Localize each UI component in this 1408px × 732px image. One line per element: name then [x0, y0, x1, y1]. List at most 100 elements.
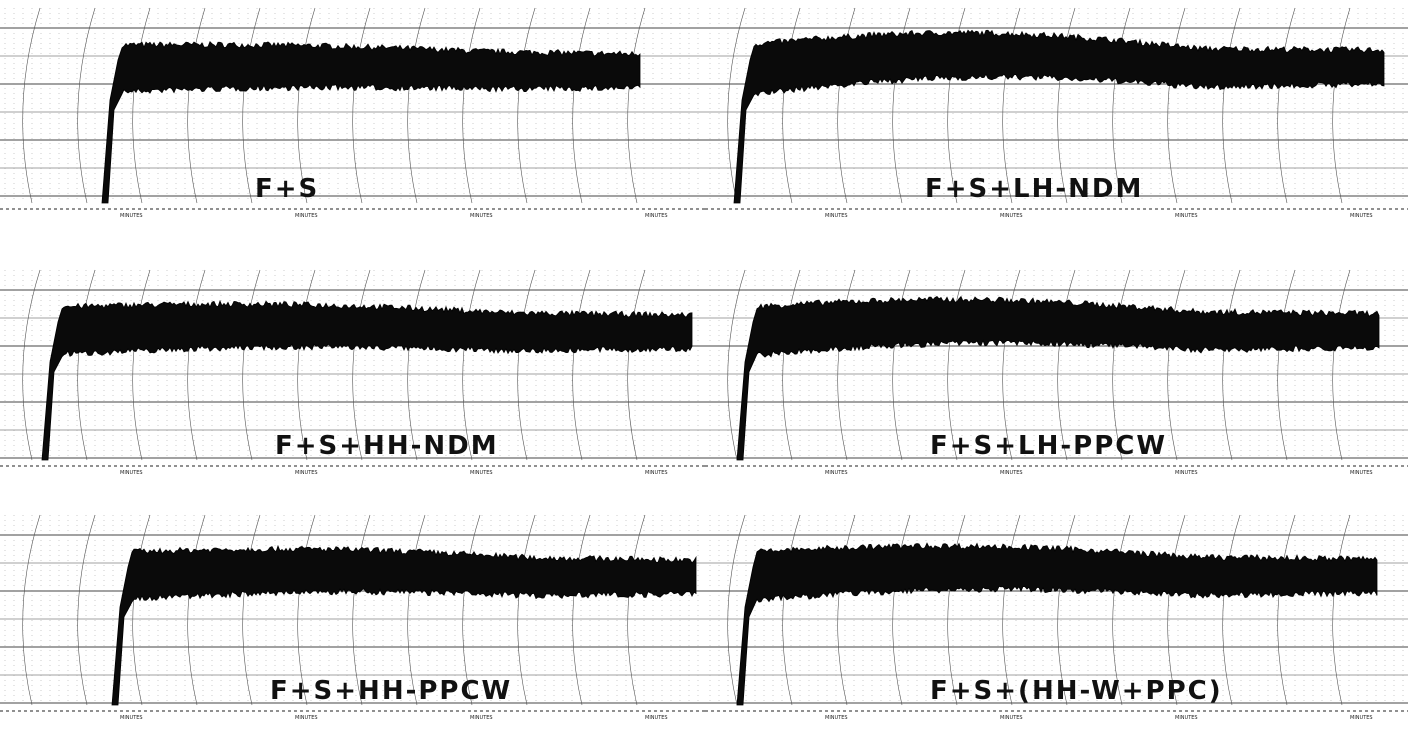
time-arc: [837, 269, 856, 461]
time-arc: [22, 269, 41, 461]
axis-label: MINUTES: [1175, 470, 1198, 476]
time-arc: [1332, 7, 1351, 204]
panel-label: F+S+HH-PPCW: [270, 676, 512, 706]
panel: F+S+LH-PPCW MINUTES MINUTES MINUTES MINUTES: [705, 269, 1408, 476]
time-arc: [132, 269, 151, 461]
time-arc: [407, 7, 426, 204]
time-arc: [352, 7, 371, 204]
axis-label: MINUTES: [120, 470, 143, 476]
time-arc: [242, 514, 261, 706]
axis-label: MINUTES: [1000, 715, 1023, 721]
panel: F+S+HH-NDM MINUTES MINUTES MINUTES MINUTES: [0, 269, 705, 476]
time-arc: [782, 269, 801, 461]
axis-label: MINUTES: [120, 213, 143, 219]
time-arc: [1332, 269, 1351, 461]
time-arc: [187, 514, 206, 706]
axis-label: MINUTES: [645, 470, 668, 476]
time-arc: [352, 514, 371, 706]
time-arc: [407, 514, 426, 706]
time-arc: [187, 269, 206, 461]
time-arc: [77, 7, 96, 204]
time-arc: [77, 269, 96, 461]
time-arc: [892, 514, 911, 706]
axis-label: MINUTES: [295, 213, 318, 219]
time-arc: [242, 7, 261, 204]
time-arc: [782, 514, 801, 706]
time-arc: [1167, 7, 1186, 204]
time-arc: [892, 269, 911, 461]
time-arc: [462, 7, 481, 204]
time-arc: [242, 269, 261, 461]
axis-label: MINUTES: [825, 715, 848, 721]
axis-label: MINUTES: [1350, 470, 1373, 476]
panel-label: F+S+LH-NDM: [925, 174, 1143, 204]
time-arc: [727, 7, 746, 204]
time-arc: [837, 514, 856, 706]
time-arc: [517, 514, 536, 706]
time-arc: [572, 269, 591, 461]
time-arc: [297, 7, 316, 204]
time-arc: [187, 7, 206, 204]
axis-label: MINUTES: [470, 213, 493, 219]
time-arc: [572, 514, 591, 706]
dough-trace: [736, 295, 1380, 461]
dough-trace: [111, 544, 697, 706]
dough-trace: [101, 40, 641, 204]
panel: F+S+HH-PPCW MINUTES MINUTES MINUTES MINUTES: [0, 514, 705, 721]
panel-label: F+S+HH-NDM: [275, 431, 499, 461]
time-arc: [727, 514, 746, 706]
time-arc: [1002, 514, 1021, 706]
time-arc: [1002, 7, 1021, 204]
panel-label: F+S: [255, 174, 319, 204]
time-arc: [297, 269, 316, 461]
axis-label: MINUTES: [1350, 213, 1373, 219]
axis-label: MINUTES: [645, 715, 668, 721]
time-arc: [22, 514, 41, 706]
time-arc: [352, 269, 371, 461]
time-arc: [947, 269, 966, 461]
panel-label: F+S+(HH-W+PPC): [930, 676, 1223, 706]
time-arc: [1222, 269, 1241, 461]
time-arc: [782, 7, 801, 204]
time-arc: [727, 269, 746, 461]
time-arc: [1277, 514, 1296, 706]
axis-label: MINUTES: [645, 213, 668, 219]
axis-label: MINUTES: [1000, 470, 1023, 476]
axis-label: MINUTES: [1175, 213, 1198, 219]
axis-label: MINUTES: [1350, 715, 1373, 721]
time-arc: [837, 7, 856, 204]
axis-label: MINUTES: [295, 715, 318, 721]
axis-label: MINUTES: [470, 470, 493, 476]
time-arc: [1222, 7, 1241, 204]
axis-label: MINUTES: [120, 715, 143, 721]
time-arc: [517, 7, 536, 204]
axis-label: MINUTES: [1175, 715, 1198, 721]
time-arc: [1112, 514, 1131, 706]
time-arc: [1112, 269, 1131, 461]
time-arc: [627, 514, 646, 706]
time-arc: [947, 514, 966, 706]
time-arc: [462, 269, 481, 461]
dough-trace: [733, 29, 1385, 204]
axis-label: MINUTES: [295, 470, 318, 476]
time-arc: [572, 7, 591, 204]
time-arc: [462, 514, 481, 706]
axis-label: MINUTES: [825, 470, 848, 476]
time-arc: [297, 514, 316, 706]
axis-label: MINUTES: [470, 715, 493, 721]
time-arc: [77, 514, 96, 706]
time-arc: [132, 514, 151, 706]
time-arc: [627, 7, 646, 204]
time-arc: [22, 7, 41, 204]
time-arc: [1057, 514, 1076, 706]
time-arc: [1167, 514, 1186, 706]
time-arc: [1112, 7, 1131, 204]
panel: F+S MINUTES MINUTES MINUTES MINUTES: [0, 7, 705, 219]
time-arc: [1057, 269, 1076, 461]
time-arc: [517, 269, 536, 461]
time-arc: [407, 269, 426, 461]
time-arc: [1277, 7, 1296, 204]
panel: F+S+(HH-W+PPC) MINUTES MINUTES MINUTES MINUT…: [705, 514, 1408, 721]
